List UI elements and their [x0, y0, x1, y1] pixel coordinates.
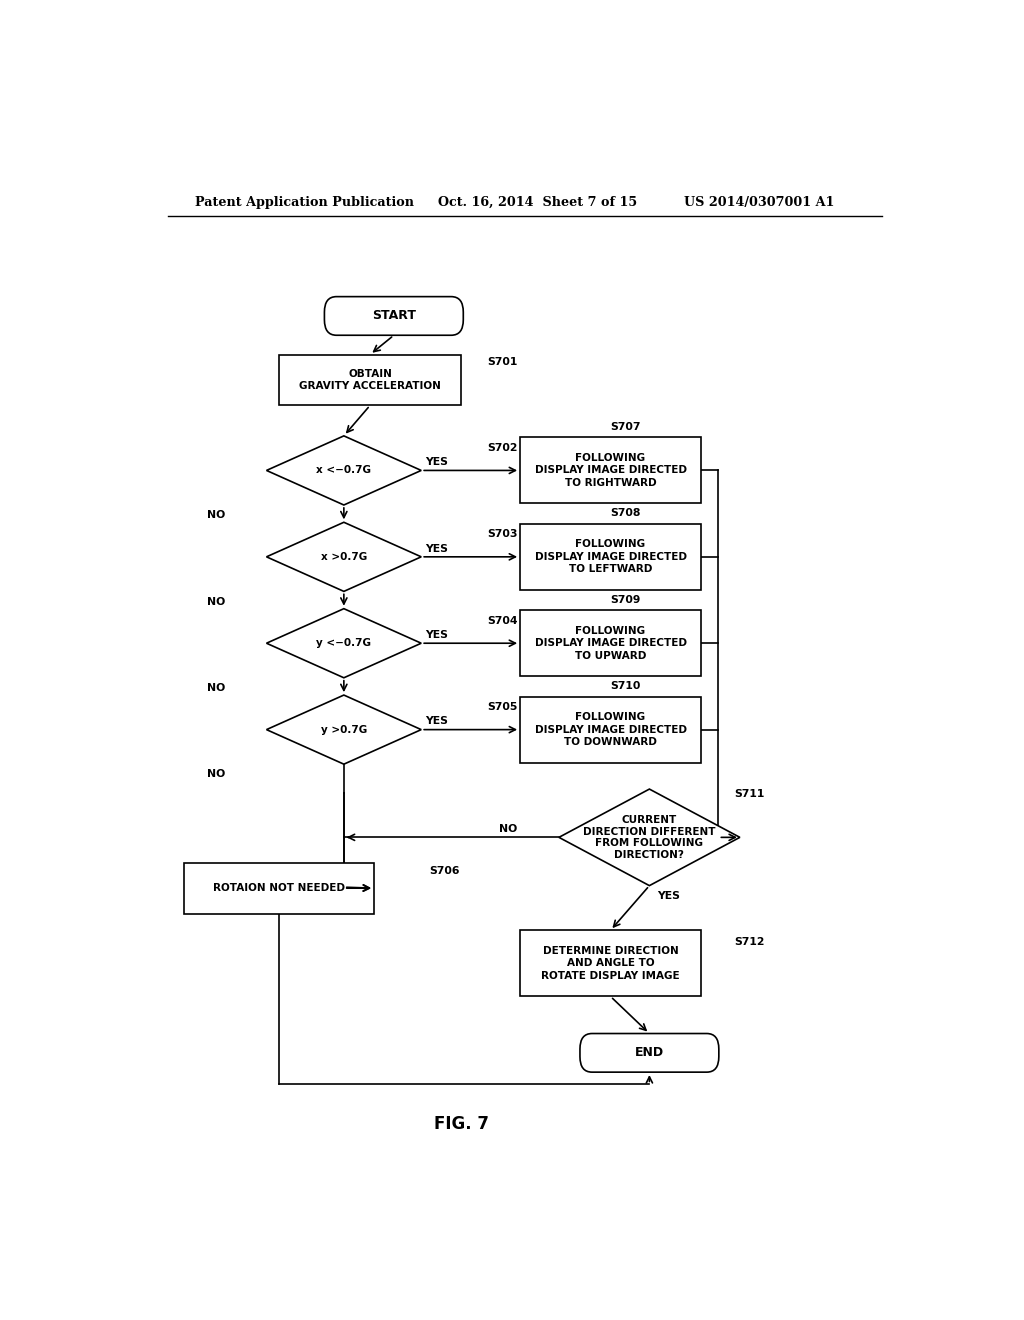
Polygon shape — [559, 789, 740, 886]
Text: S705: S705 — [487, 702, 518, 713]
Text: NO: NO — [207, 510, 225, 520]
Polygon shape — [266, 436, 421, 506]
Bar — [520, 931, 701, 997]
Text: Patent Application Publication: Patent Application Publication — [196, 195, 415, 209]
Bar — [520, 610, 701, 676]
Text: y <−0.7G: y <−0.7G — [316, 639, 372, 648]
Text: NO: NO — [207, 770, 225, 779]
Text: S706: S706 — [430, 866, 460, 876]
Text: END: END — [635, 1047, 664, 1060]
Text: FIG. 7: FIG. 7 — [434, 1115, 488, 1133]
Text: x <−0.7G: x <−0.7G — [316, 466, 372, 475]
Text: FOLLOWING
DISPLAY IMAGE DIRECTED
TO UPWARD: FOLLOWING DISPLAY IMAGE DIRECTED TO UPWA… — [535, 626, 686, 660]
Text: CURRENT
DIRECTION DIFFERENT
FROM FOLLOWING
DIRECTION?: CURRENT DIRECTION DIFFERENT FROM FOLLOWI… — [583, 814, 716, 859]
Text: YES: YES — [425, 630, 449, 640]
Text: YES: YES — [657, 891, 680, 900]
Text: NO: NO — [500, 824, 518, 834]
Text: S708: S708 — [610, 508, 641, 519]
Text: x >0.7G: x >0.7G — [321, 552, 367, 562]
Text: S702: S702 — [487, 444, 518, 453]
Polygon shape — [266, 696, 421, 764]
Text: YES: YES — [425, 544, 449, 553]
Text: FOLLOWING
DISPLAY IMAGE DIRECTED
TO RIGHTWARD: FOLLOWING DISPLAY IMAGE DIRECTED TO RIGH… — [535, 453, 686, 488]
Text: y >0.7G: y >0.7G — [321, 725, 367, 735]
Text: DETERMINE DIRECTION
AND ANGLE TO
ROTATE DISPLAY IMAGE: DETERMINE DIRECTION AND ANGLE TO ROTATE … — [542, 946, 680, 981]
Text: S704: S704 — [487, 616, 518, 626]
Polygon shape — [266, 523, 421, 591]
Text: OBTAIN
GRAVITY ACCELERATION: OBTAIN GRAVITY ACCELERATION — [299, 368, 441, 391]
Text: S711: S711 — [734, 788, 765, 799]
Text: FOLLOWING
DISPLAY IMAGE DIRECTED
TO DOWNWARD: FOLLOWING DISPLAY IMAGE DIRECTED TO DOWN… — [535, 713, 686, 747]
Text: YES: YES — [425, 717, 449, 726]
Bar — [520, 697, 701, 763]
Text: US 2014/0307001 A1: US 2014/0307001 A1 — [684, 195, 834, 209]
Text: S701: S701 — [487, 356, 518, 367]
Polygon shape — [266, 609, 421, 677]
Text: NO: NO — [207, 682, 225, 693]
Text: START: START — [372, 309, 416, 322]
Text: YES: YES — [425, 457, 449, 467]
Text: FOLLOWING
DISPLAY IMAGE DIRECTED
TO LEFTWARD: FOLLOWING DISPLAY IMAGE DIRECTED TO LEFT… — [535, 540, 686, 574]
Text: S712: S712 — [734, 937, 765, 946]
Text: Oct. 16, 2014  Sheet 7 of 15: Oct. 16, 2014 Sheet 7 of 15 — [437, 195, 637, 209]
Bar — [520, 524, 701, 590]
Text: S703: S703 — [487, 529, 518, 540]
Text: S709: S709 — [610, 594, 641, 605]
Text: S707: S707 — [610, 421, 641, 432]
Bar — [279, 355, 461, 405]
Text: S710: S710 — [610, 681, 641, 690]
Text: ROTAION NOT NEEDED: ROTAION NOT NEEDED — [213, 883, 345, 894]
Text: NO: NO — [207, 597, 225, 607]
Bar — [520, 437, 701, 503]
Bar — [183, 863, 374, 913]
FancyBboxPatch shape — [580, 1034, 719, 1072]
FancyBboxPatch shape — [325, 297, 463, 335]
